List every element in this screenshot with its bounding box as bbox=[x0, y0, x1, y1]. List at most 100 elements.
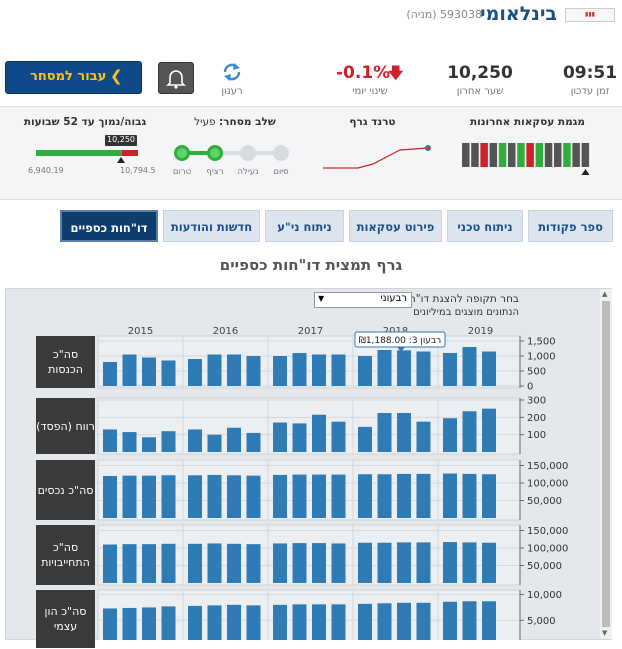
bar bbox=[246, 356, 261, 386]
tab[interactable]: ניתוח ני"ע bbox=[265, 210, 344, 242]
bar bbox=[312, 604, 326, 640]
bar bbox=[142, 544, 156, 583]
trend-dot bbox=[425, 145, 431, 151]
phase-dot bbox=[273, 145, 289, 161]
refresh-head bbox=[224, 74, 231, 81]
bar bbox=[482, 542, 496, 583]
period-select[interactable]: רבעוני ▼ bbox=[314, 292, 412, 308]
update-time: 09:51 bbox=[562, 63, 618, 83]
bar bbox=[273, 604, 287, 640]
bar bbox=[292, 543, 307, 583]
range-pointer bbox=[117, 157, 125, 163]
period-value: רבעוני bbox=[380, 293, 407, 304]
bar bbox=[331, 421, 346, 452]
y-tick-label: 100,000 bbox=[527, 544, 568, 555]
range-low: 6,940.19 bbox=[28, 166, 64, 175]
y-tick-label: 150,000 bbox=[527, 526, 568, 537]
bar bbox=[227, 475, 241, 518]
bar bbox=[482, 474, 496, 518]
bar bbox=[122, 432, 137, 452]
y-tick-label: 1,500 bbox=[527, 337, 556, 348]
bar bbox=[358, 474, 372, 518]
bar bbox=[142, 475, 156, 518]
change-arrow: 🡇 bbox=[388, 64, 404, 82]
phase-title: שלב מסחר: bbox=[218, 116, 276, 128]
bar bbox=[443, 473, 457, 518]
daily-change: -0.1% bbox=[336, 63, 391, 83]
trade-button-label: עבור למסחר bbox=[30, 69, 107, 84]
trade-pointer bbox=[581, 169, 590, 175]
phase-dot-inner bbox=[210, 148, 220, 158]
range-current-box bbox=[105, 135, 137, 146]
bar bbox=[122, 475, 137, 518]
refresh-label[interactable]: רענון bbox=[221, 86, 243, 97]
bar bbox=[207, 474, 222, 518]
row-label: סה"כ נכסים bbox=[36, 460, 95, 520]
bar bbox=[188, 605, 202, 640]
bar bbox=[188, 429, 202, 452]
tab[interactable]: פירוט עסקאות bbox=[349, 210, 442, 242]
bar bbox=[377, 474, 392, 518]
bar bbox=[312, 543, 326, 583]
security-id: 593038 (מניה) bbox=[406, 8, 482, 21]
tab-active[interactable]: דו"חות כספיים bbox=[60, 210, 158, 242]
bar bbox=[397, 473, 411, 518]
bar bbox=[188, 475, 202, 518]
bar bbox=[273, 356, 287, 386]
bar bbox=[377, 350, 392, 386]
trade-bar bbox=[554, 143, 562, 167]
range-high: 10,794.5 bbox=[120, 166, 156, 175]
row-label: סה"כ התחייבויות bbox=[36, 525, 95, 585]
tab[interactable]: ניתוח טכני bbox=[447, 210, 523, 242]
bar bbox=[312, 354, 326, 386]
trade-bar bbox=[498, 143, 507, 167]
y-tick-label: 1,000 bbox=[527, 352, 556, 363]
bar bbox=[161, 606, 176, 640]
trade-bar bbox=[480, 143, 488, 167]
bar bbox=[227, 354, 241, 386]
y-tick-label: 100 bbox=[527, 430, 546, 441]
bell-clapper bbox=[174, 85, 178, 89]
tab[interactable]: חדשות והודעות bbox=[163, 210, 260, 242]
y-tick-label: 100,000 bbox=[527, 479, 568, 490]
bar bbox=[462, 411, 477, 452]
refresh-icon[interactable] bbox=[220, 61, 244, 83]
tab[interactable]: ספר פקודות bbox=[528, 210, 613, 242]
scroll-thumb[interactable] bbox=[602, 301, 610, 627]
trend-title: טרנד גרף bbox=[349, 116, 396, 128]
phase-label: נעילה bbox=[237, 167, 259, 177]
year-label: 2016 bbox=[213, 326, 238, 337]
range-high-part bbox=[122, 150, 138, 156]
tooltip-pointer bbox=[397, 347, 405, 352]
bar bbox=[358, 603, 372, 640]
bar bbox=[161, 431, 176, 452]
bar bbox=[161, 360, 176, 386]
trade-button[interactable]: עבור למסחר ❮ bbox=[5, 61, 142, 94]
last-price: 10,250 bbox=[447, 63, 513, 83]
bar bbox=[416, 473, 431, 518]
trade-bars bbox=[462, 143, 590, 167]
scrollbar[interactable]: ▲ ▼ bbox=[600, 289, 612, 639]
scroll-down[interactable]: ▼ bbox=[602, 629, 608, 637]
scroll-up[interactable]: ▲ bbox=[602, 290, 608, 298]
bar bbox=[331, 604, 346, 640]
bar bbox=[377, 603, 392, 640]
bar bbox=[443, 542, 457, 583]
alert-button[interactable] bbox=[158, 62, 194, 94]
trade-bar bbox=[471, 143, 479, 167]
bar bbox=[331, 543, 346, 583]
phase-label: סיום bbox=[273, 167, 289, 177]
row-label: סה"כ הכנסות bbox=[36, 336, 95, 388]
bar bbox=[358, 426, 372, 452]
trade-button-arrow: ❮ bbox=[110, 67, 123, 85]
bar bbox=[103, 362, 117, 386]
phase-dot bbox=[240, 145, 256, 161]
bar bbox=[462, 473, 477, 518]
trade-bar bbox=[489, 143, 498, 167]
bar bbox=[416, 421, 431, 452]
bar bbox=[292, 423, 307, 452]
bar bbox=[103, 544, 117, 583]
trade-bar bbox=[508, 143, 516, 167]
range-title: גבוה/נמוך עד 52 שבועות bbox=[23, 116, 147, 128]
bar bbox=[103, 608, 117, 640]
